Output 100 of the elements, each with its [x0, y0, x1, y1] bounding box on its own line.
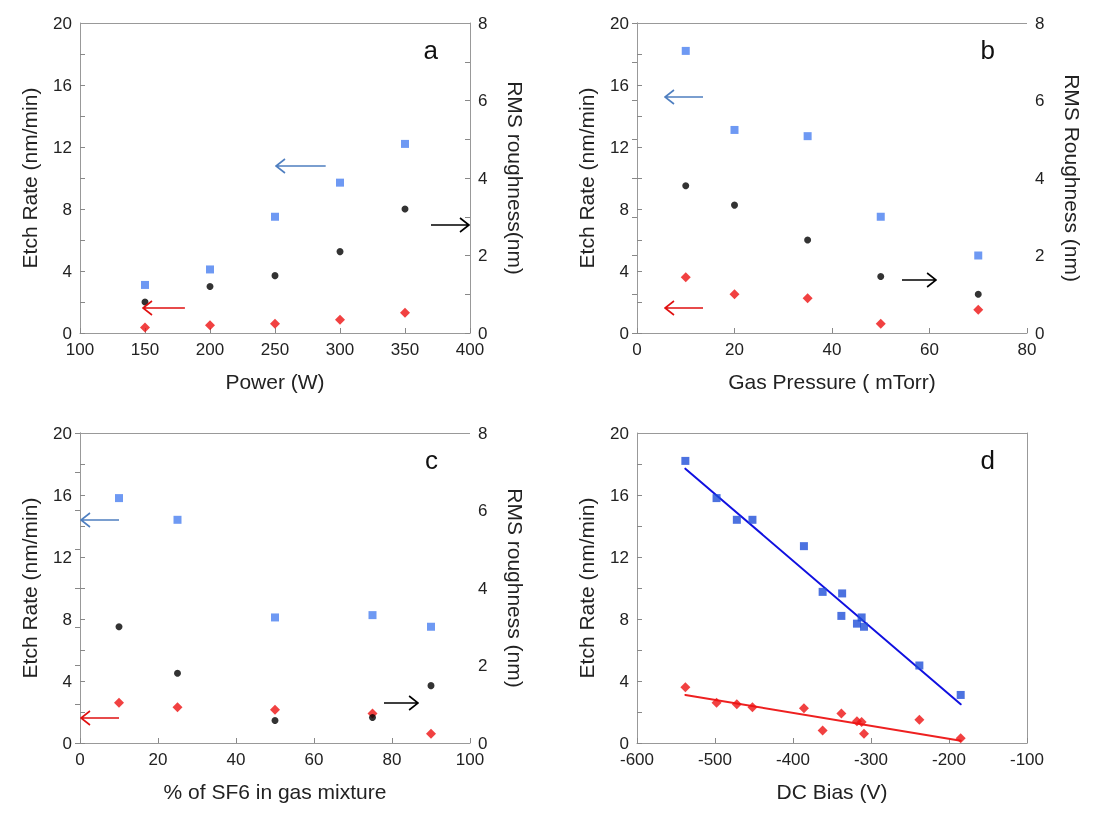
point: [748, 515, 757, 524]
y2-tick-label: 2: [478, 656, 488, 675]
x-tick-label: 350: [390, 340, 420, 359]
point: [271, 717, 279, 725]
y2-tick-label: 6: [1035, 91, 1045, 110]
x-axis-title: DC Bias (V): [776, 780, 888, 803]
point: [877, 272, 885, 280]
x-tick-label: 60: [304, 750, 324, 769]
point: [335, 314, 345, 325]
y-axis-title: Etch Rate (nm/min): [575, 497, 598, 679]
point: [115, 623, 123, 631]
point: [427, 622, 435, 631]
y2-tick-label: 0: [1035, 323, 1045, 343]
y2-tick-label: 0: [478, 733, 488, 753]
y-tick-label: 4: [62, 671, 72, 691]
y2-axis-title: RMS Roughness (nm): [1061, 74, 1084, 282]
y-axis-title: Etch Rate (nm/min): [18, 87, 41, 269]
point: [271, 613, 279, 622]
x-tick-label: 20: [148, 750, 168, 769]
point: [838, 589, 847, 598]
point: [915, 661, 924, 670]
point: [836, 708, 847, 719]
x-tick-label: 0: [632, 340, 642, 359]
y-tick-label: 8: [619, 199, 629, 219]
x-tick-label: 0: [75, 750, 85, 769]
point: [173, 515, 182, 524]
y-tick-label: 20: [53, 13, 72, 33]
x-tick-label: 150: [130, 340, 160, 359]
y-tick-label: 12: [53, 137, 72, 157]
y-tick-label: 0: [619, 323, 629, 343]
x-tick-label: 100: [455, 750, 485, 769]
y-tick-label: 12: [53, 547, 72, 567]
y2-tick-label: 4: [478, 578, 488, 598]
y2-tick-label: 4: [1035, 168, 1045, 188]
point: [140, 322, 150, 333]
point: [857, 613, 866, 622]
point: [804, 236, 812, 244]
point: [336, 248, 344, 256]
point: [732, 515, 741, 524]
point: [426, 728, 436, 739]
point: [681, 456, 690, 465]
point: [818, 587, 827, 596]
y2-tick-label: 2: [478, 246, 488, 265]
point: [400, 307, 410, 318]
y-tick-label: 16: [53, 75, 72, 95]
x-tick-label: -400: [775, 750, 811, 769]
point: [858, 728, 869, 739]
y-tick-label: 4: [619, 671, 629, 691]
y-tick-label: 8: [62, 609, 72, 629]
y-tick-label: 20: [610, 13, 629, 33]
point: [876, 212, 885, 221]
point: [974, 251, 983, 260]
point: [956, 690, 965, 699]
point: [680, 682, 691, 693]
point: [271, 212, 279, 221]
x-tick-label: 20: [725, 340, 744, 359]
x-tick-label: 400: [455, 340, 485, 359]
point: [270, 704, 280, 715]
point: [206, 283, 214, 290]
point: [817, 725, 828, 736]
point: [875, 318, 886, 329]
x-tick-label: 300: [325, 340, 355, 359]
point: [115, 494, 123, 503]
point: [729, 289, 740, 300]
point: [973, 304, 984, 315]
point: [682, 182, 690, 190]
y2-tick-label: 4: [478, 168, 488, 188]
y-tick-label: 12: [610, 547, 629, 567]
point: [747, 702, 758, 713]
y-tick-label: 16: [53, 485, 72, 505]
point: [802, 293, 813, 304]
point: [270, 318, 280, 329]
x-tick-label: -100: [1009, 750, 1045, 769]
point: [680, 272, 691, 283]
y-tick-label: 4: [619, 261, 629, 281]
point: [271, 272, 279, 280]
annotation: b: [980, 35, 996, 65]
y2-tick-label: 0: [478, 323, 488, 343]
point: [174, 669, 181, 677]
x-tick-label: 40: [822, 340, 842, 359]
point: [172, 702, 183, 713]
point: [955, 733, 966, 744]
x-tick-label: 100: [65, 340, 95, 359]
x-tick-label: -600: [619, 750, 655, 769]
y-tick-label: 0: [62, 733, 72, 753]
x-tick-label: 60: [920, 340, 939, 359]
x-axis-title: Power (W): [225, 370, 325, 393]
point: [859, 622, 868, 631]
point: [837, 611, 846, 620]
point: [401, 139, 409, 148]
y-tick-label: 8: [619, 609, 629, 629]
x-tick-label: 80: [1017, 340, 1037, 359]
y-tick-label: 8: [62, 199, 72, 219]
point: [711, 697, 722, 708]
x-tick-label: -500: [697, 750, 733, 769]
x-tick-label: 200: [195, 340, 225, 359]
y-axis-title: Etch Rate (nm/min): [575, 87, 598, 269]
y-tick-label: 20: [610, 423, 629, 443]
point: [427, 682, 435, 690]
annotation: d: [980, 445, 996, 475]
